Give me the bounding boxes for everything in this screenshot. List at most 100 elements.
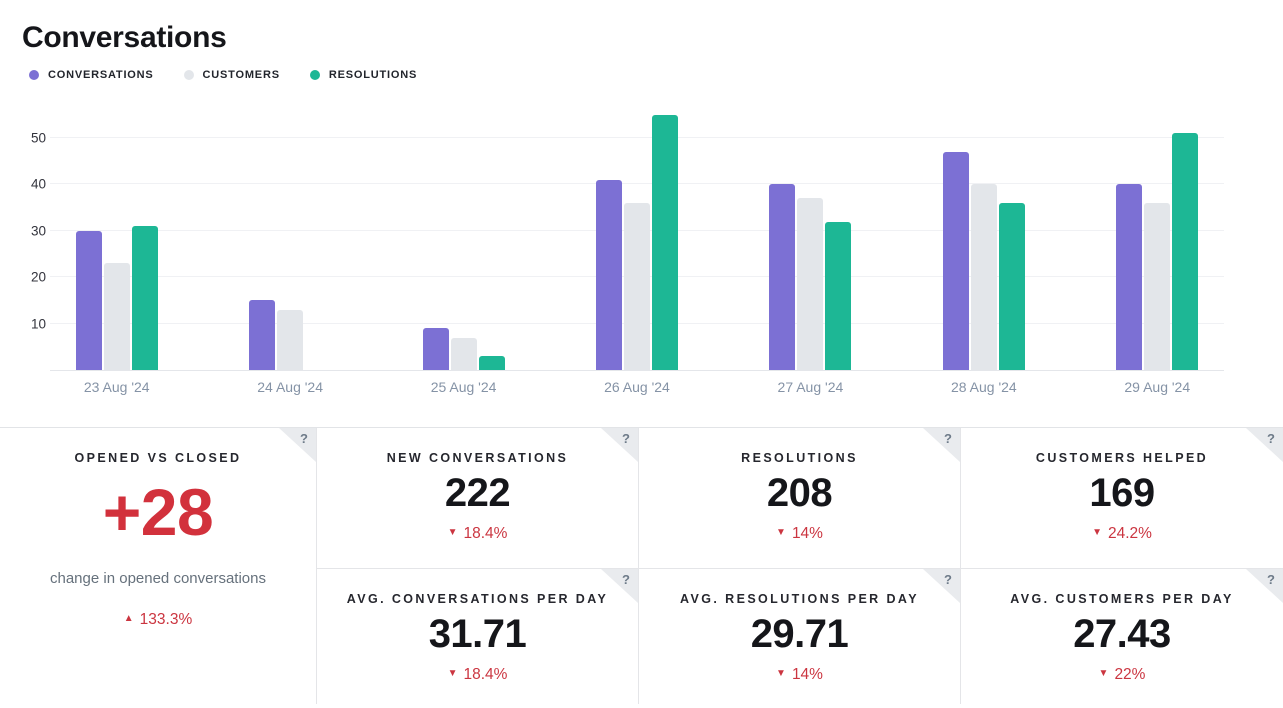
bar-customers-4[interactable]	[623, 203, 650, 370]
card-title: CUSTOMERS HELPED	[1035, 451, 1209, 465]
legend-item-customers[interactable]: CUSTOMERS	[183, 69, 280, 81]
card-delta: ▼ 22%	[1099, 666, 1146, 684]
card-value: 31.71	[428, 612, 527, 656]
delta-value: 14%	[791, 525, 823, 542]
card-title: AVG. CONVERSATIONS PER DAY	[346, 592, 609, 606]
bar-conversations-6[interactable]	[942, 152, 969, 370]
help-corner[interactable]	[923, 428, 960, 462]
bar-customers-1[interactable]	[103, 263, 130, 370]
delta-down-icon: ▼	[1098, 668, 1109, 679]
help-corner[interactable]	[1246, 569, 1283, 603]
delta-value: 18.4%	[463, 666, 508, 683]
help-icon[interactable]: ?	[622, 572, 630, 587]
legend-label: RESOLUTIONS	[328, 69, 418, 81]
bar-conversations-3[interactable]	[422, 328, 449, 370]
conversations-bar-chart: 10 20 30 40 50 23 Aug '24 24 Aug '24 25 Aug '2…	[0, 107, 1283, 427]
delta-down-icon: ▼	[447, 527, 458, 538]
delta-down-icon: ▼	[776, 527, 786, 538]
legend-item-resolutions[interactable]: RESOLUTIONS	[309, 69, 418, 81]
help-corner[interactable]	[1246, 428, 1283, 462]
help-icon[interactable]: ?	[944, 431, 952, 446]
card-delta: ▼ 18.4%	[448, 525, 508, 543]
delta-down-icon: ▼	[447, 668, 458, 679]
x-axis-label-1: 23 Aug '24	[83, 379, 150, 395]
bar-group-3	[377, 107, 550, 370]
help-icon[interactable]: ?	[944, 572, 952, 587]
bar-resolutions-1[interactable]	[131, 226, 158, 370]
chart-bars	[30, 107, 1244, 370]
y-axis-label-40: 40	[30, 176, 46, 192]
gridline-50	[50, 137, 1224, 139]
help-corner[interactable]	[601, 428, 638, 462]
card-value: +28	[102, 475, 214, 549]
card-resolutions: ? RESOLUTIONS 208 ▼ 14%	[639, 428, 961, 569]
delta-value: 133.3%	[139, 611, 193, 628]
x-axis-label-7: 29 Aug '24	[1124, 379, 1191, 395]
card-delta: ▼ 24.2%	[1092, 525, 1152, 543]
gridline-40	[50, 183, 1224, 185]
bar-group-2	[203, 107, 376, 370]
card-title: AVG. CUSTOMERS PER DAY	[1010, 592, 1234, 606]
help-corner[interactable]	[923, 569, 960, 603]
delta-value: 14%	[791, 666, 823, 683]
bar-resolutions-5[interactable]	[825, 222, 852, 370]
card-title: AVG. RESOLUTIONS PER DAY	[680, 592, 919, 606]
help-icon[interactable]: ?	[622, 431, 630, 446]
bar-conversations-7[interactable]	[1116, 184, 1143, 370]
chart-legend: CONVERSATIONS CUSTOMERS RESOLUTIONS	[29, 69, 1283, 81]
bar-customers-6[interactable]	[970, 184, 997, 370]
legend-dot-icon	[183, 70, 194, 80]
bar-conversations-5[interactable]	[769, 184, 796, 370]
card-value: 222	[444, 471, 511, 515]
report-header: Conversations CONVERSATIONS CUSTOMERS RESO…	[0, 0, 1283, 81]
card-avg-customers-per-day: ? AVG. CUSTOMERS PER DAY 27.43 ▼ 22%	[961, 569, 1283, 704]
bar-conversations-2[interactable]	[249, 300, 276, 370]
card-title: OPENED VS CLOSED	[74, 451, 242, 465]
card-value: 169	[1089, 471, 1155, 515]
legend-dot-icon	[29, 70, 39, 80]
bar-resolutions-7[interactable]	[1172, 133, 1199, 370]
card-value: 29.71	[750, 612, 849, 656]
help-icon[interactable]: ?	[1267, 572, 1275, 587]
page-title: Conversations	[22, 21, 227, 54]
help-icon[interactable]: ?	[1267, 431, 1275, 446]
bar-conversations-1[interactable]	[75, 231, 102, 370]
bar-customers-5[interactable]	[797, 198, 824, 370]
card-value: 208	[766, 471, 833, 515]
card-value: 27.43	[1073, 612, 1171, 656]
card-delta: ▼ 14%	[776, 525, 823, 543]
x-axis-label-3: 25 Aug '24	[430, 379, 497, 395]
card-avg-conversations-per-day: ? AVG. CONVERSATIONS PER DAY 31.71 ▼ 18.…	[317, 569, 639, 704]
delta-value: 18.4%	[463, 525, 508, 542]
x-axis-label-2: 24 Aug '24	[257, 379, 323, 395]
delta-value: 24.2%	[1107, 525, 1152, 542]
bar-resolutions-3[interactable]	[478, 356, 505, 370]
delta-up-icon: ▲	[123, 613, 134, 624]
y-axis-label-20: 20	[30, 269, 46, 285]
card-delta: ▼ 14%	[776, 666, 823, 684]
delta-value: 22%	[1114, 666, 1146, 683]
help-icon[interactable]: ?	[300, 431, 308, 446]
x-axis-label-4: 26 Aug '24	[604, 379, 670, 395]
bar-group-4	[550, 107, 723, 370]
bar-customers-7[interactable]	[1144, 203, 1171, 370]
delta-down-icon: ▼	[776, 668, 786, 679]
legend-item-conversations[interactable]: CONVERSATIONS	[29, 69, 154, 81]
card-title: NEW CONVERSATIONS	[386, 451, 569, 465]
card-delta: ▲ 133.3%	[124, 611, 192, 629]
card-delta: ▼ 18.4%	[448, 666, 508, 684]
legend-label: CUSTOMERS	[202, 69, 280, 81]
x-axis: 23 Aug '24 24 Aug '24 25 Aug '24 26 Aug '24…	[30, 379, 1244, 395]
bar-resolutions-4[interactable]	[651, 115, 678, 370]
card-opened-vs-closed: ? OPENED VS CLOSED +28 change in opened …	[0, 428, 317, 704]
card-customers-helped: ? CUSTOMERS HELPED 169 ▼ 24.2%	[961, 428, 1283, 569]
x-axis-label-5: 27 Aug '24	[777, 379, 844, 395]
help-corner[interactable]	[279, 428, 316, 462]
bar-customers-2[interactable]	[277, 310, 304, 370]
card-avg-resolutions-per-day: ? AVG. RESOLUTIONS PER DAY 29.71 ▼ 14%	[639, 569, 961, 704]
bar-resolutions-6[interactable]	[998, 203, 1025, 370]
bar-customers-3[interactable]	[450, 338, 477, 370]
card-title: RESOLUTIONS	[741, 451, 858, 465]
stats-cards-section: ? OPENED VS CLOSED +28 change in opened …	[0, 427, 1283, 704]
bar-conversations-4[interactable]	[595, 180, 622, 370]
